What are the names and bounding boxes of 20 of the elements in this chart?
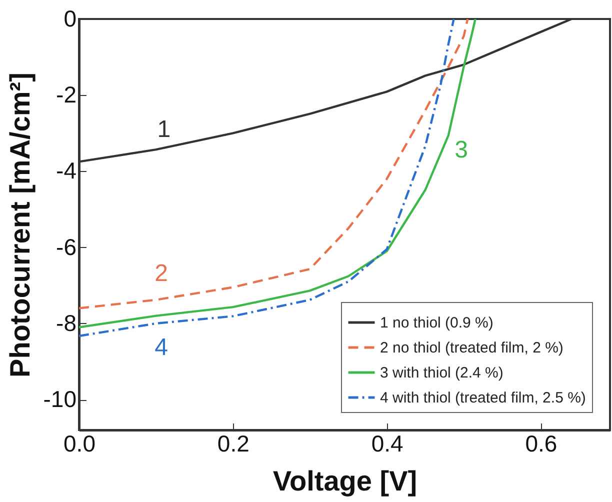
y-tick-label: -8 — [56, 310, 76, 336]
x-axis-title: Voltage [V] — [272, 466, 418, 496]
y-axis-title: Photocurrent [mA/cm²] — [4, 72, 36, 378]
y-tick-label: -2 — [56, 82, 76, 108]
annotation: 1 — [157, 116, 171, 143]
legend-label: 2 no thiol (treated film, 2 %) — [380, 340, 564, 356]
legend-label: 1 no thiol (0.9 %) — [380, 314, 494, 332]
annotation: 3 — [454, 136, 468, 164]
y-tick-label: -4 — [56, 158, 77, 184]
x-tick-label: 0.4 — [371, 430, 404, 456]
legend-label: 3 with thiol (2.4 %) — [380, 364, 504, 382]
annotation: 4 — [154, 334, 168, 361]
legend-label: 4 with thiol (treated film, 2.5 %) — [380, 390, 586, 406]
y-tick-label: 0 — [64, 6, 76, 32]
y-tick-label: -10 — [43, 386, 76, 412]
x-tick-label: 0.2 — [217, 430, 250, 456]
x-tick-label: 0.6 — [525, 430, 558, 456]
annotation: 2 — [154, 260, 168, 287]
y-tick-label: -6 — [56, 234, 76, 260]
x-tick-label: 0.0 — [64, 430, 96, 456]
